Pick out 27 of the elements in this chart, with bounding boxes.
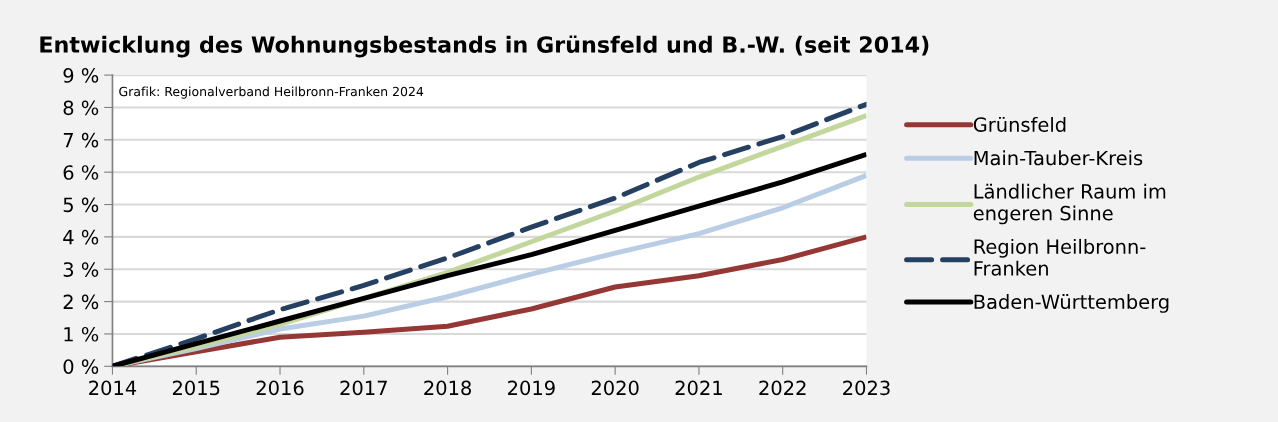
y-tick-label: 5 % xyxy=(63,197,99,213)
x-tick-label: 2019 xyxy=(508,380,555,396)
legend-label: Ländlicher Raum im engeren Sinne xyxy=(973,183,1166,225)
annotation: Grafik: Regionalverband Heilbronn-Franken 2024 xyxy=(119,86,424,99)
y-tick-label: 2 % xyxy=(63,294,99,310)
x-tick-label: 2017 xyxy=(340,380,387,396)
x-tick-label: 2021 xyxy=(675,380,722,396)
x-tick-label: 2022 xyxy=(759,380,806,396)
x-tick-label: 2014 xyxy=(89,380,137,396)
x-tick-label: 2018 xyxy=(424,380,471,396)
x-tick-label: 2023 xyxy=(843,380,890,396)
y-tick-label: 8 % xyxy=(63,100,99,116)
y-tick-label: 1 % xyxy=(64,326,99,342)
y-tick-label: 0 % xyxy=(63,359,99,374)
legend-label: Region Heilbronn- Franken xyxy=(974,238,1146,276)
x-tick-label: 2016 xyxy=(256,380,304,396)
x-tick-label: 2020 xyxy=(591,380,639,396)
x-tick-label: 2015 xyxy=(172,380,220,396)
legend-label: Main-Tauber-Kreis xyxy=(974,150,1143,166)
y-tick-label: 9 % xyxy=(63,68,99,83)
y-tick-label: 4 % xyxy=(63,229,99,245)
y-tick-label: 3 % xyxy=(63,262,99,277)
chart-title: Entwicklung des Wohnungsbestands in Grünsfeld und B.-W. (seit 2014) xyxy=(40,35,929,58)
y-tick-label: 7 % xyxy=(63,132,99,148)
legend-label: Baden-Württemberg xyxy=(974,294,1169,313)
y-tick-label: 6 % xyxy=(63,165,99,180)
legend-label: Grünsfeld xyxy=(973,116,1066,132)
